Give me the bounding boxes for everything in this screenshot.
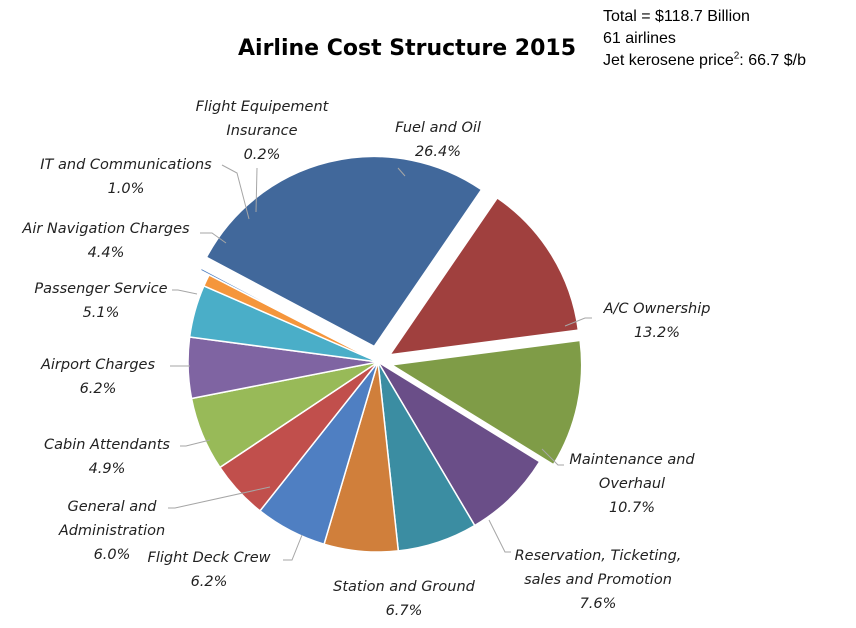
leader-line-2 (541, 448, 564, 466)
leader-line-12 (255, 167, 258, 213)
slice-label-9: Passenger Service 5.1% (34, 281, 167, 321)
footnote-marker: 2 (733, 50, 740, 62)
leader-line-9 (172, 289, 198, 295)
leader-line-0 (397, 167, 406, 177)
slice-label-10: Air Navigation Charges 4.4% (21, 221, 190, 261)
chart-title: Airline Cost Structure 2015 (238, 36, 577, 61)
pie-slice-12 (199, 267, 370, 359)
pie-slice-0 (205, 155, 483, 348)
leader-line-7 (180, 439, 211, 447)
slice-label-6: General and Administration 6.0% (58, 499, 165, 563)
pie-slice-3 (377, 361, 541, 527)
slice-label-4: Station and Ground 6.7% (333, 579, 475, 619)
slice-label-3: Reservation, Ticketing, sales and Promoti… (515, 548, 682, 612)
leader-line-3 (488, 519, 511, 553)
slice-label-8: Airport Charges 6.2% (40, 357, 156, 397)
airlines-count-text: 61 airlines (603, 30, 676, 47)
pie-slice-2 (389, 339, 583, 466)
slice-label-2: Maintenance and Overhaul 10.7% (569, 452, 695, 516)
slice-label-12: Flight Equipement Insurance 0.2% (196, 99, 330, 163)
leader-line-1 (564, 317, 592, 327)
jet-price-text: Jet kerosene price2: 66.7 $/b (603, 50, 806, 72)
summary-info: Total = $118.7 Billion 61 airlines Jet k… (603, 6, 806, 72)
slice-label-11: IT and Communications 1.0% (40, 157, 212, 197)
leader-line-5 (283, 534, 303, 561)
total-text: Total = $118.7 Billion (603, 8, 750, 25)
slice-label-5: Flight Deck Crew 6.2% (147, 550, 270, 590)
leader-line-6 (168, 486, 271, 509)
slice-label-1: A/C Ownership 13.2% (603, 301, 711, 341)
leader-line-10 (200, 232, 227, 244)
pie-slice-1 (388, 196, 580, 356)
slice-label-0: Fuel and Oil 26.4% (395, 120, 481, 160)
jet-price-prefix: Jet kerosene price (603, 52, 734, 69)
jet-price-value: : 66.7 $/b (739, 52, 807, 69)
slice-label-7: Cabin Attendants 4.9% (44, 437, 170, 477)
leader-line-11 (221, 164, 250, 220)
